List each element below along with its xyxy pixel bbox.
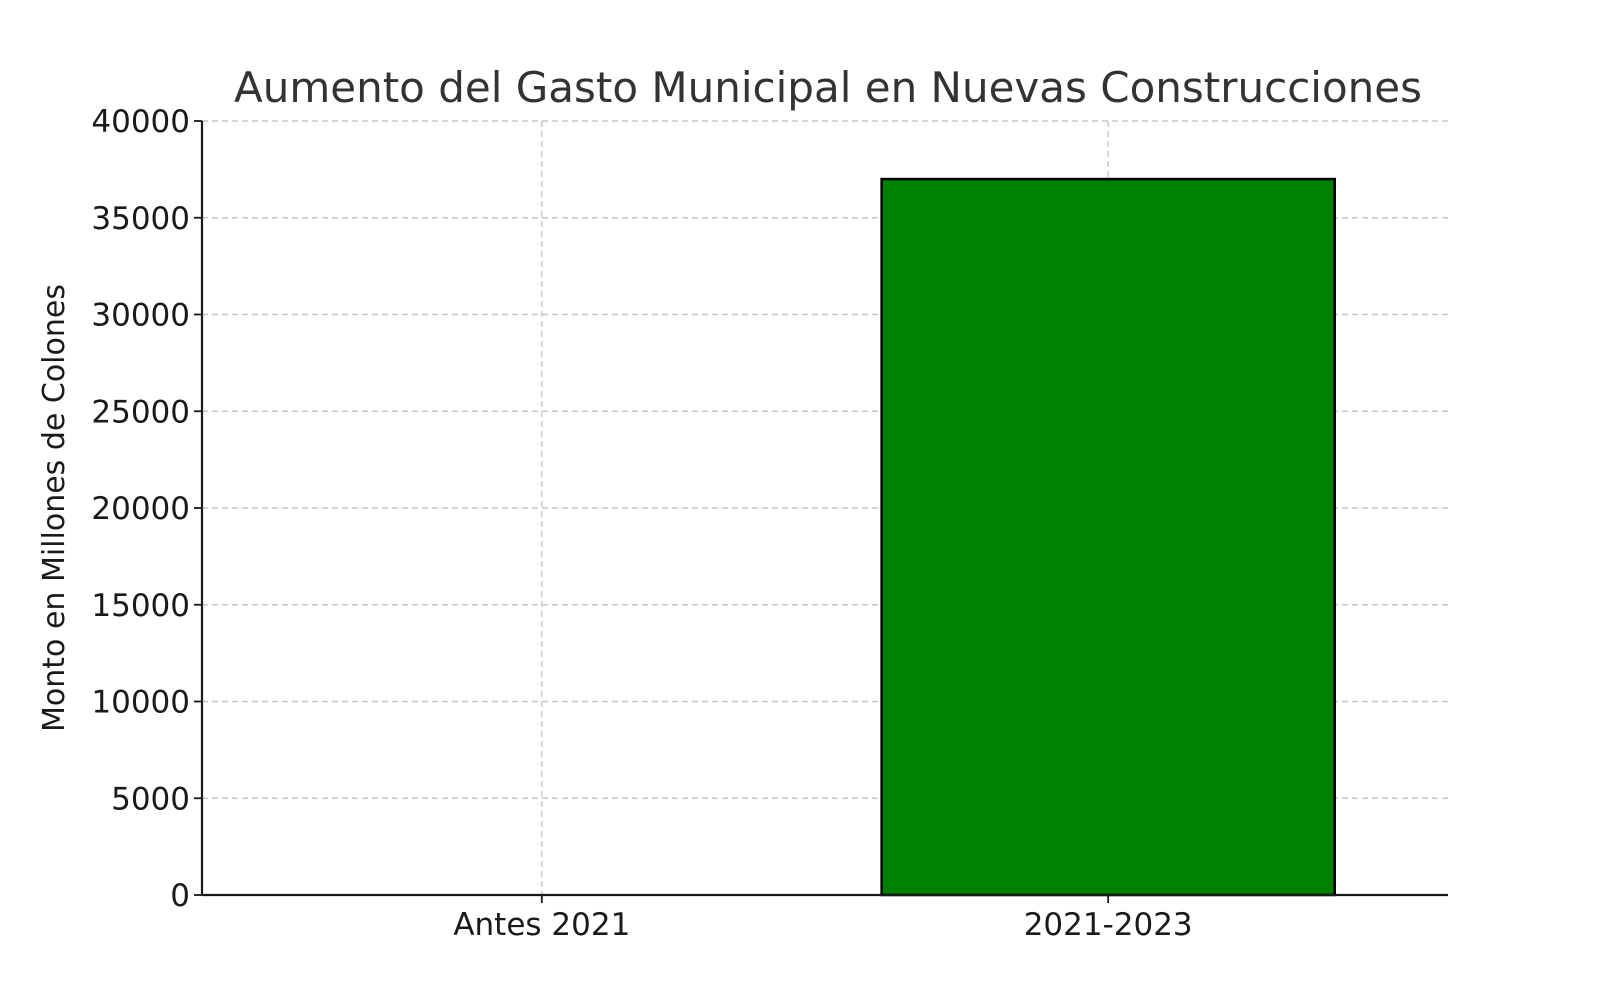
y-tick-label: 20000 xyxy=(91,491,190,527)
chart-title: Aumento del Gasto Municipal en Nuevas Co… xyxy=(234,63,1422,112)
x-tick-label: Antes 2021 xyxy=(453,907,630,943)
x-ticks: Antes 2021 2021-2023 xyxy=(453,895,1193,943)
y-tick-label: 5000 xyxy=(111,781,190,817)
bars-group xyxy=(880,177,1336,897)
bar-2021-2023 xyxy=(880,177,1336,897)
y-tick-label: 10000 xyxy=(91,685,190,721)
y-axis-label: Monto en Millones de Colones xyxy=(37,284,72,732)
y-tick-label: 30000 xyxy=(91,298,190,334)
y-tick-label: 15000 xyxy=(91,588,190,624)
y-tick-label: 40000 xyxy=(91,104,190,140)
x-tick-label: 2021-2023 xyxy=(1024,907,1193,943)
y-ticks: 0 5000 10000 15000 20000 25000 30000 35000 40000 xyxy=(91,104,202,914)
y-tick-label: 25000 xyxy=(91,394,190,430)
y-tick-label: 0 xyxy=(170,878,190,914)
y-tick-label: 35000 xyxy=(91,201,190,237)
